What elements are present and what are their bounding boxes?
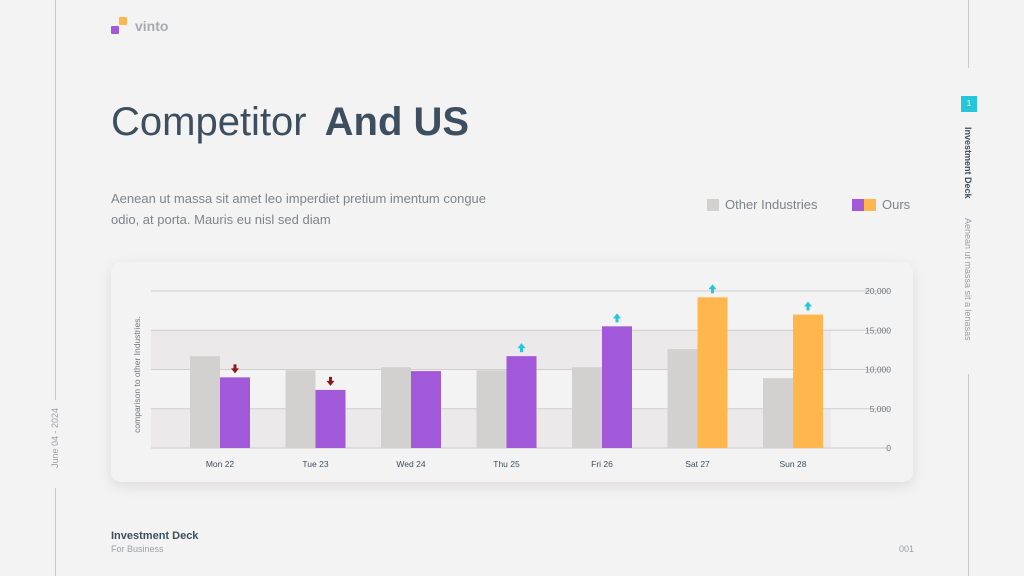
legend-swatch-ours-orange (864, 199, 876, 211)
legend-other: Other Industries (707, 197, 818, 212)
left-date-label: June 04 - 2024 (50, 408, 60, 469)
x-tick-label: Thu 25 (493, 459, 520, 469)
bar-ours-0 (220, 377, 250, 448)
brand-name: vinto (135, 18, 169, 34)
trend-up-icon (804, 301, 812, 311)
y-tick-label: 0 (886, 443, 891, 453)
x-tick-label: Tue 23 (302, 459, 328, 469)
bar-ours-4 (602, 326, 632, 448)
left-border-line (55, 0, 56, 400)
chart-card: 0 5,000 10,000 15,000 20,000 comparison to ot… (111, 262, 913, 482)
bar-other-0 (190, 356, 220, 448)
trend-down-icon (231, 364, 239, 374)
bar-other-5 (667, 349, 698, 448)
trend-up-icon (708, 284, 717, 294)
bar-ours-3 (506, 356, 537, 448)
x-tick-label: Mon 22 (206, 459, 235, 469)
bar-other-1 (285, 370, 316, 448)
legend-swatch-ours-purple (852, 199, 864, 211)
bar-chart: 0 5,000 10,000 15,000 20,000 comparison to ot… (132, 284, 892, 469)
legend-swatch-other (707, 199, 719, 211)
y-tick-label: 20,000 (865, 286, 891, 296)
x-tick-label: Fri 26 (591, 459, 613, 469)
right-border-line (968, 0, 969, 68)
bar-ours-1 (315, 389, 346, 448)
trend-up-icon (613, 313, 621, 323)
y-axis-label: comparison to other Industries. (132, 316, 142, 433)
y-tick-label: 15,000 (865, 325, 891, 335)
page-title: Competitor And US (111, 100, 469, 145)
logo-square-purple (111, 26, 119, 34)
legend-label-ours: Ours (882, 197, 911, 212)
title-bold: And US (324, 100, 470, 144)
legend-ours: Ours (852, 197, 910, 212)
y-tick-label: 10,000 (865, 365, 891, 375)
bar-other-3 (476, 370, 507, 448)
title-light: Competitor (111, 100, 307, 144)
brand-logo: vinto (111, 17, 171, 37)
footer-title: Investment Deck (111, 530, 199, 542)
y-tick-label: 5,000 (870, 404, 892, 414)
footer-subtitle: For Business (111, 544, 164, 554)
bar-other-6 (763, 378, 793, 448)
page-number: 001 (899, 544, 915, 554)
bar-ours-5 (697, 297, 728, 448)
trend-down-icon (326, 376, 335, 386)
side-deck-label: Investment Deck (963, 127, 973, 199)
bar-ours-2 (411, 371, 441, 448)
logo-square-orange (119, 17, 127, 25)
legend-label-other: Other Industries (725, 197, 818, 212)
grid-band (151, 330, 831, 370)
description-text: Aenean ut massa sit amet leo imperdiet p… (111, 191, 487, 227)
bar-other-4 (572, 367, 602, 448)
page-badge: 1 (961, 96, 977, 112)
bar-ours-6 (793, 314, 823, 448)
right-border-line-lower (968, 374, 969, 576)
x-tick-label: Sun 28 (780, 459, 807, 469)
side-deck-subtitle: Aenean ut massa sit a lenasas (963, 218, 973, 341)
left-border-line-lower (55, 488, 56, 576)
x-tick-label: Wed 24 (396, 459, 425, 469)
x-tick-label: Sat 27 (685, 459, 710, 469)
bar-other-2 (381, 367, 411, 448)
trend-up-icon (517, 343, 526, 353)
